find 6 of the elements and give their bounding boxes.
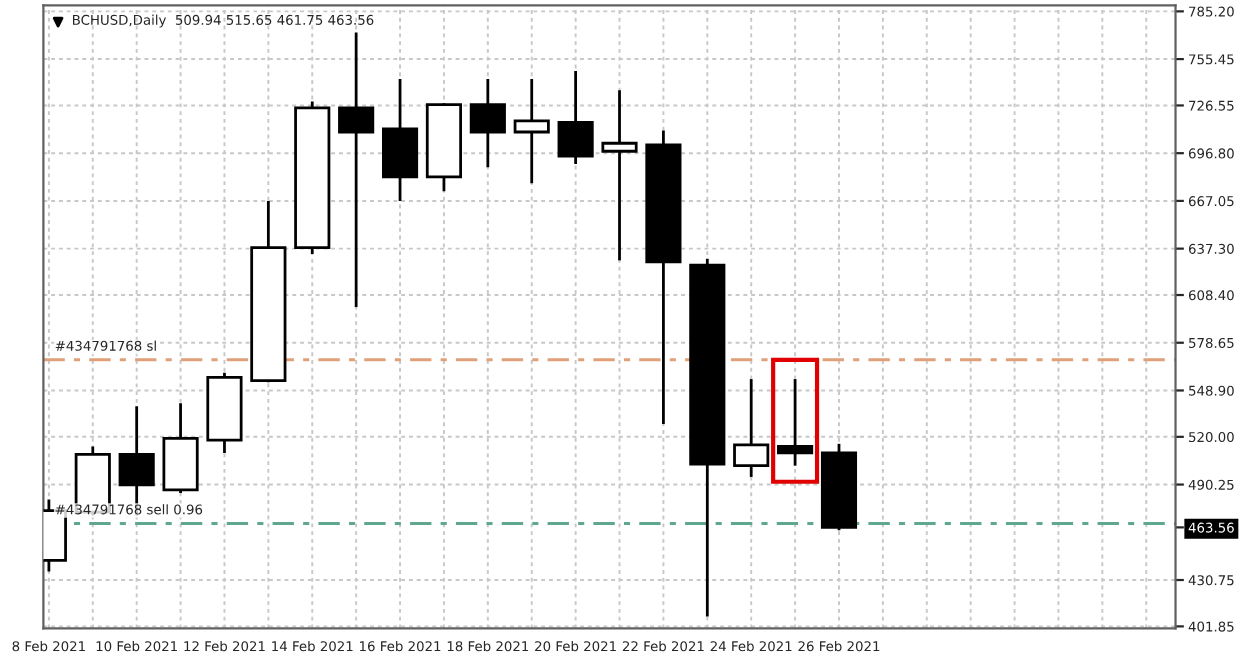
candlestick [513,77,550,185]
candlestick [469,77,506,169]
candlestick [733,377,770,479]
candlestick [557,69,594,166]
candlestick [777,377,814,468]
candlestick [601,88,638,262]
